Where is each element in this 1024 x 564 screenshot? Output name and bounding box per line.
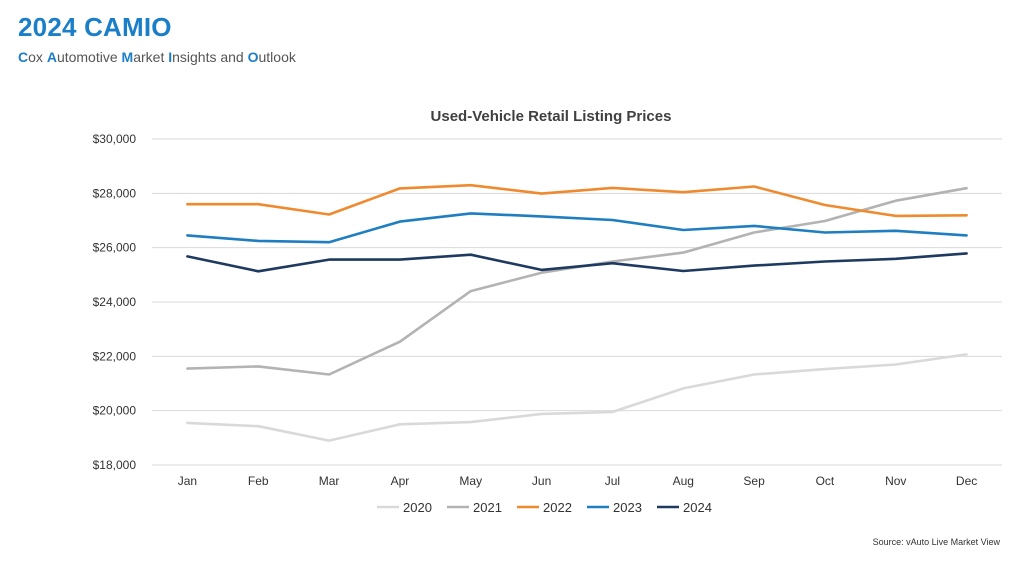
subtitle-text: utlook	[258, 49, 296, 65]
x-tick-label: Nov	[885, 474, 906, 488]
series-layer	[186, 183, 968, 442]
grid-layer	[152, 138, 1002, 466]
x-tick-label: Feb	[248, 474, 269, 488]
series-line-2024	[186, 252, 968, 273]
subtitle-initial: A	[46, 49, 57, 65]
y-tick-label: $30,000	[93, 132, 137, 146]
legend-label-2021: 2021	[473, 500, 502, 515]
x-tick-label: May	[459, 474, 482, 488]
subtitle-text: ox	[28, 49, 47, 65]
series-line-2020	[186, 353, 968, 442]
x-tick-label: Jan	[178, 474, 197, 488]
subtitle-text: nsights and	[172, 49, 248, 65]
subtitle-text: arket	[133, 49, 169, 65]
x-tick-label: Aug	[673, 474, 694, 488]
y-tick-label: $22,000	[93, 349, 137, 363]
legend-label-2022: 2022	[543, 500, 572, 515]
subtitle-initial: C	[18, 49, 29, 65]
subtitle-initial: O	[247, 49, 259, 65]
x-tick-label: Mar	[319, 474, 340, 488]
y-axis: $18,000 $20,000 $22,000 $24,000 $26,000 $28,0…	[93, 132, 137, 472]
series-line-2023	[186, 212, 968, 244]
x-tick-label: Oct	[816, 474, 835, 488]
x-tick-label: Jun	[532, 474, 551, 488]
subtitle-text: utomotive	[56, 49, 122, 65]
legend-label-2020: 2020	[403, 500, 432, 515]
series-line-2021	[186, 186, 968, 376]
legend-label-2023: 2023	[613, 500, 642, 515]
y-tick-label: $18,000	[93, 458, 137, 472]
y-tick-label: $20,000	[93, 404, 137, 418]
page-title: 2024 CAMIO	[18, 12, 172, 42]
x-tick-label: Sep	[743, 474, 765, 488]
legend-label-2024: 2024	[683, 500, 712, 515]
x-tick-label: Jul	[605, 474, 620, 488]
subtitle-initial: M	[121, 49, 134, 65]
source-note: Source: vAuto Live Market View	[872, 537, 1000, 547]
series-line-2022	[186, 183, 968, 218]
page-subtitle: Cox Automotive Market Insights and Outlo…	[18, 49, 296, 65]
y-tick-label: $28,000	[93, 186, 137, 200]
y-tick-label: $26,000	[93, 241, 137, 255]
x-tick-label: Apr	[391, 474, 410, 488]
x-axis: Jan Feb Mar Apr May Jun Jul Aug Sep Oct Nov Dec	[178, 474, 978, 488]
subtitle-initial: I	[168, 49, 173, 65]
chart-title: Used-Vehicle Retail Listing Prices	[431, 108, 672, 125]
y-tick-label: $24,000	[93, 295, 137, 309]
legend: 2020 2021 2022 2023 2024	[377, 500, 712, 515]
x-tick-label: Dec	[956, 474, 977, 488]
